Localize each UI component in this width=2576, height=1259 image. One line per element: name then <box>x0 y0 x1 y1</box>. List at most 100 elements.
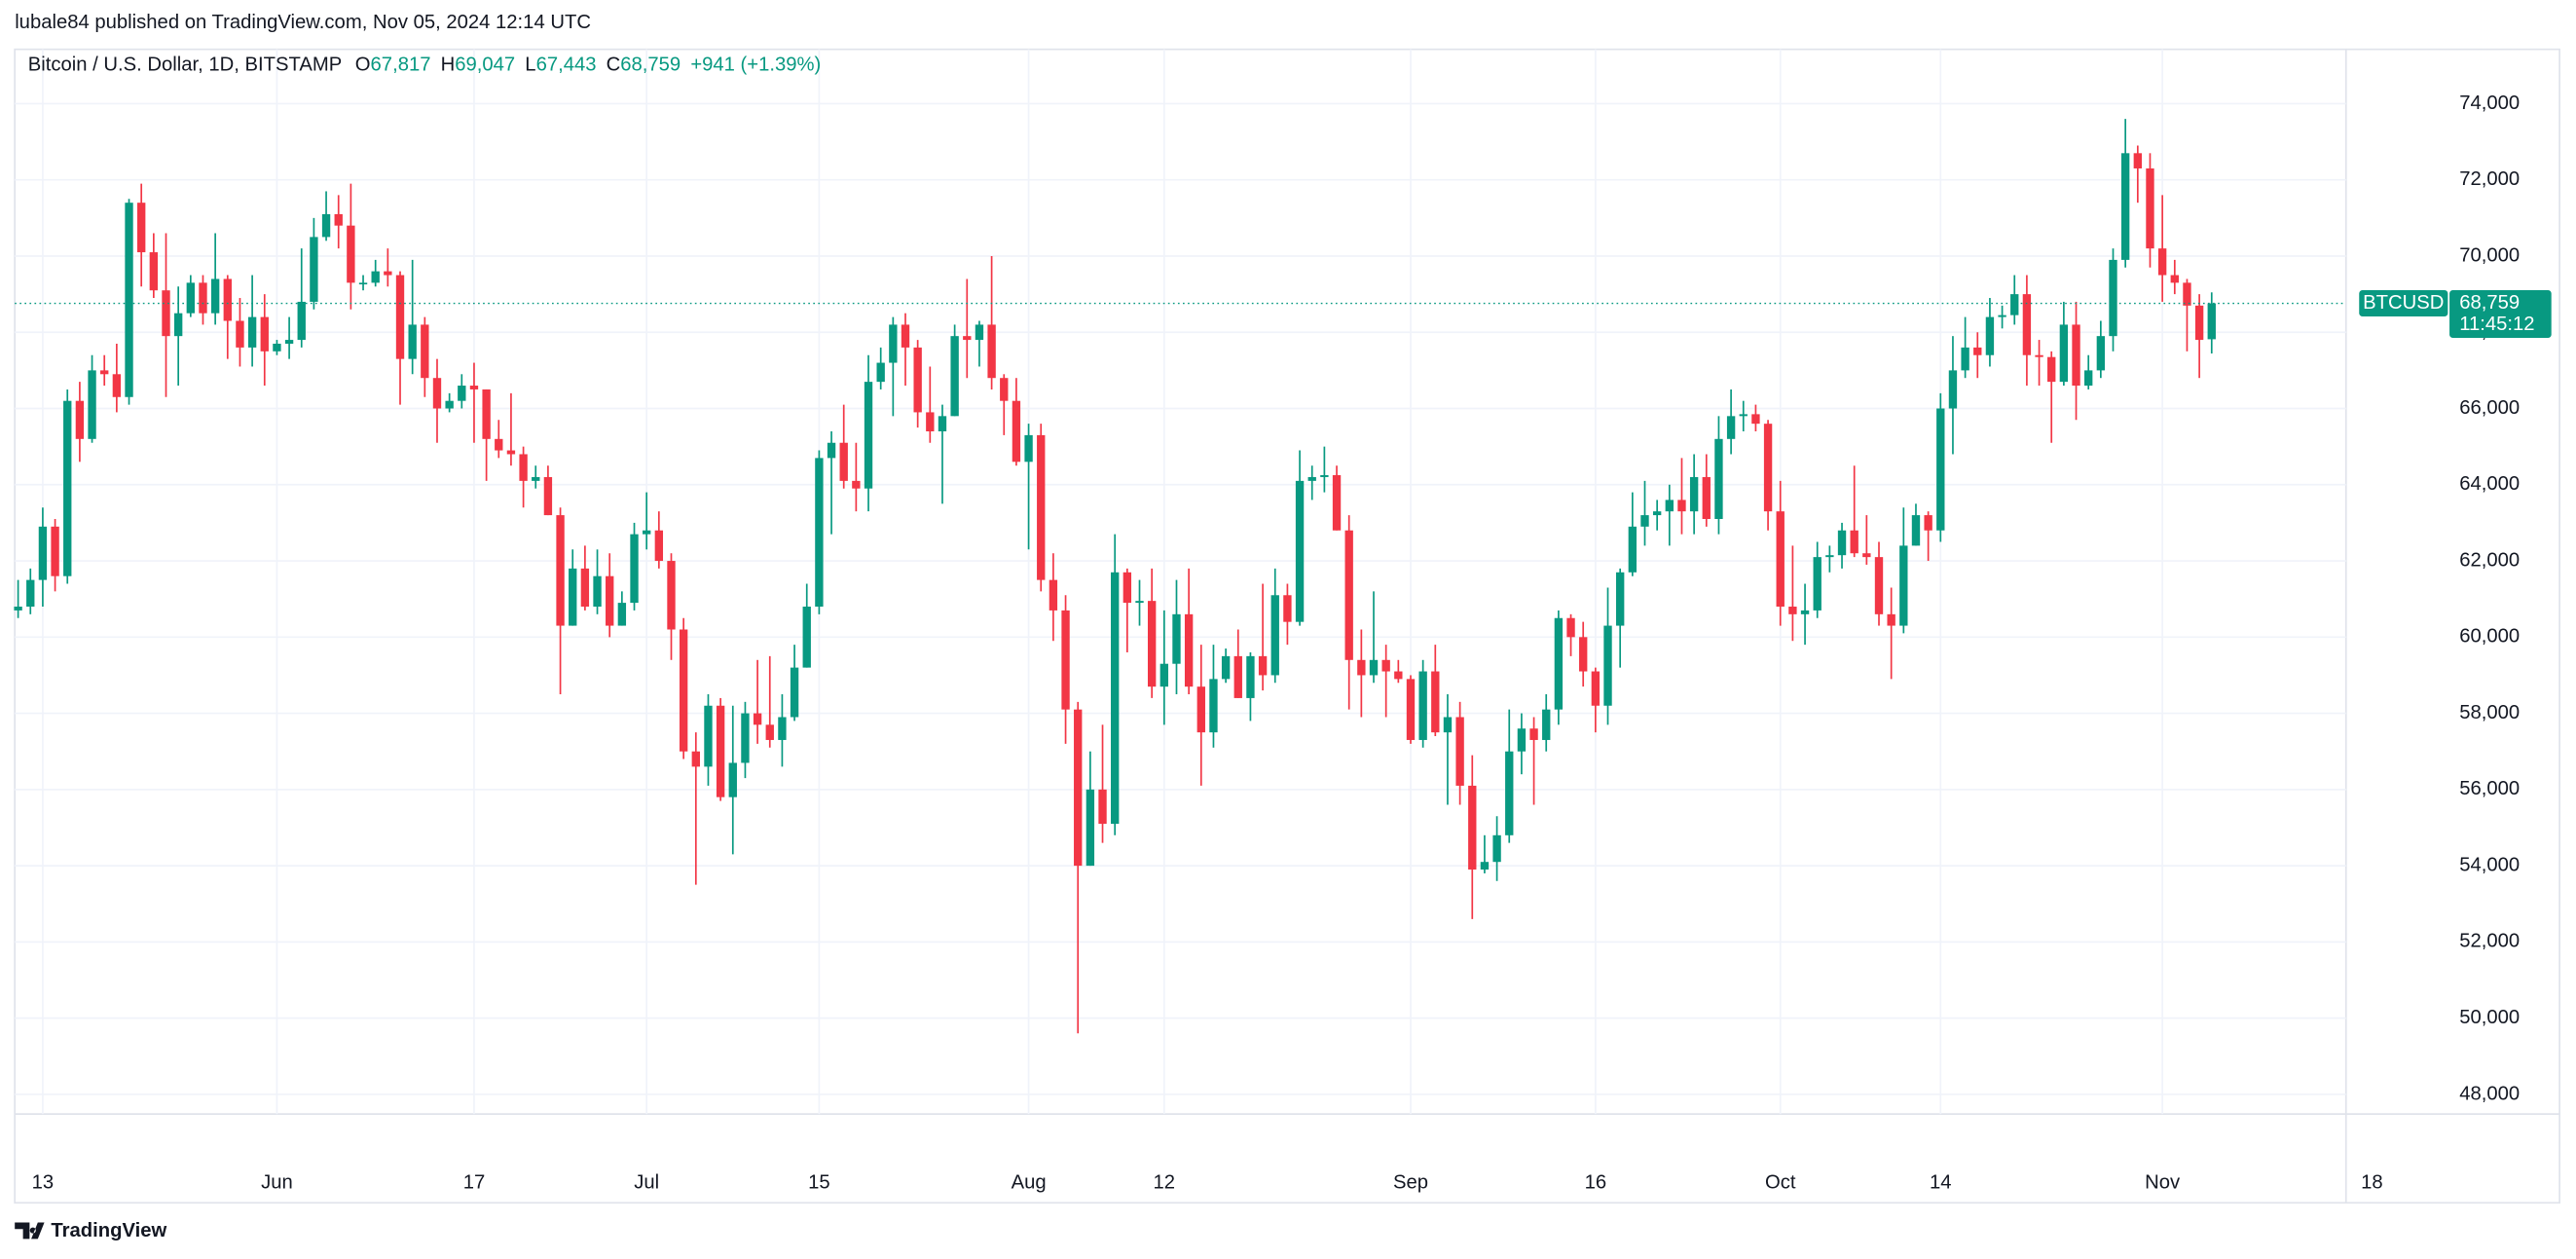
candle-body <box>199 282 207 314</box>
legend-key: O <box>355 55 371 76</box>
candle-body <box>716 705 725 797</box>
axes: 48,000 50,000 52,000 54,000 56,000 58,000 60,0… <box>15 93 2552 1193</box>
candle-body <box>347 225 355 283</box>
candle-body <box>802 607 811 668</box>
candle-body <box>926 412 935 431</box>
candle-body <box>506 450 516 455</box>
x-tick-label: Oct <box>1765 1171 1796 1193</box>
candle-body <box>1344 530 1353 660</box>
candle-body <box>1874 557 1884 614</box>
legend-value: 68,759 <box>620 55 681 76</box>
candle-body <box>1825 555 1834 558</box>
x-tick-label: 13 <box>32 1171 55 1193</box>
candle-body <box>1443 717 1453 733</box>
candle-body <box>704 705 713 767</box>
candle-body <box>51 526 59 576</box>
last-price-label: 68,759 <box>2459 292 2520 314</box>
candle-body <box>1887 613 1895 626</box>
candle-body <box>1948 370 1958 409</box>
x-tick-label: Sep <box>1393 1171 1428 1193</box>
candle-body <box>987 324 996 379</box>
candle-body <box>667 561 676 630</box>
candle-body <box>1899 545 1908 626</box>
y-tick-label: 70,000 <box>2459 244 2520 266</box>
candle-body <box>1086 789 1095 867</box>
candle-body <box>1973 347 1982 355</box>
candle-body <box>790 667 799 718</box>
symbol-label: BTCUSD <box>2363 292 2444 314</box>
candle-body <box>2010 294 2019 315</box>
candle-body <box>2047 356 2056 383</box>
y-tick-label: 66,000 <box>2459 397 2520 419</box>
candle-body <box>384 271 392 276</box>
candle-body <box>1554 617 1564 710</box>
candle-body <box>1012 400 1021 463</box>
legend-key: L <box>525 55 535 76</box>
candle-body <box>100 370 109 375</box>
candle-body <box>2084 370 2093 387</box>
candle-body <box>1283 595 1292 622</box>
candle-body <box>593 575 602 608</box>
candle-body <box>1122 572 1132 604</box>
candle-body <box>1985 316 1995 355</box>
candle-body <box>321 213 331 238</box>
candle-body <box>2072 324 2080 387</box>
candle-body <box>864 382 873 489</box>
countdown-label: 11:45:12 <box>2459 314 2534 335</box>
candle-body <box>1837 530 1847 556</box>
candle-body <box>1603 625 1612 706</box>
candle-body <box>1911 515 1921 546</box>
candle-body <box>1517 728 1527 752</box>
candle-body <box>691 751 700 767</box>
candle-body <box>458 386 466 401</box>
candle-body <box>765 724 774 740</box>
legend-value: 67,443 <box>536 55 597 76</box>
candle-body <box>1492 834 1501 863</box>
candle-body <box>162 290 170 337</box>
candle-body <box>432 378 442 409</box>
candle-body <box>371 271 380 283</box>
x-tick-label: Jun <box>261 1171 293 1193</box>
candle-body <box>1800 610 1810 614</box>
y-tick-label: 58,000 <box>2459 702 2520 723</box>
candle-body <box>938 416 947 431</box>
footer-logo: TradingView <box>15 1220 166 1241</box>
candle-body <box>1862 553 1871 558</box>
candle-body <box>1813 557 1822 611</box>
candle-body <box>876 362 885 383</box>
candle-body <box>310 237 318 302</box>
candle-body <box>358 282 368 285</box>
candle-body <box>2146 167 2154 249</box>
candle-body <box>495 438 503 451</box>
candle-body <box>827 442 836 459</box>
candle-body <box>1074 709 1083 867</box>
candle-body <box>556 515 565 626</box>
y-tick-label: 48,000 <box>2459 1083 2520 1104</box>
candle-body <box>2059 324 2069 383</box>
candle-body <box>1677 500 1686 512</box>
candle-body <box>1270 595 1279 676</box>
candle-body <box>839 442 848 481</box>
symbol-badge <box>2359 290 2448 317</box>
candle-body <box>1529 728 1538 740</box>
candle-body <box>1665 500 1674 512</box>
candle-body <box>297 301 306 341</box>
candle-body <box>815 458 824 608</box>
y-tick-label: 64,000 <box>2459 473 2520 495</box>
candle-body <box>543 476 553 516</box>
candle-body <box>1381 659 1390 672</box>
legend: Bitcoin / U.S. Dollar, 1D, BITSTAMP O67,8… <box>28 55 822 76</box>
candle-body <box>2157 248 2167 276</box>
y-tick-label: 54,000 <box>2459 854 2520 875</box>
candle-body <box>630 534 639 604</box>
candle-body <box>2109 259 2117 337</box>
candle-body <box>26 579 35 608</box>
candle-body <box>173 313 183 337</box>
candle-body <box>1221 655 1231 680</box>
candle-body <box>617 603 627 626</box>
candle-body <box>236 320 244 348</box>
candle-body <box>913 347 922 413</box>
candle-body <box>2120 153 2130 260</box>
